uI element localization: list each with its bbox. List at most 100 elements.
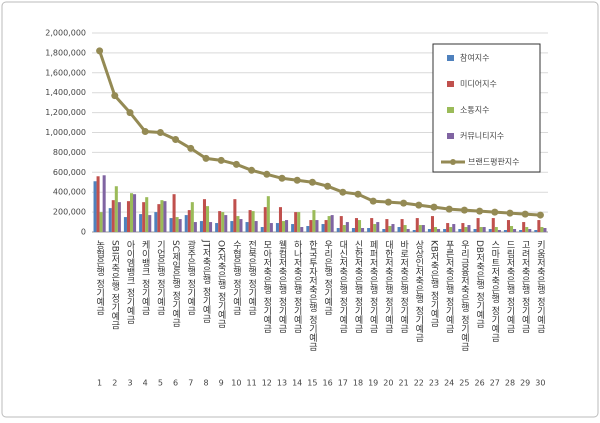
y-tick-label: 800,000 [53,148,86,157]
bar [300,227,304,232]
category-number: 7 [188,379,193,388]
bar [324,220,328,232]
bar [391,224,395,232]
bar [497,230,501,232]
marker [506,209,514,217]
category-number: 30 [535,379,545,388]
bar [367,228,371,232]
bar [415,218,419,232]
category-number: 8 [203,379,208,388]
bar [461,223,465,232]
bar [154,212,158,232]
bar [114,186,118,232]
bar [503,230,507,232]
bar [266,196,270,232]
bar [519,230,523,232]
bar [294,212,298,232]
marker [202,154,210,162]
bar [297,212,301,232]
bar [278,207,282,232]
legend-label: 소통지수 [460,106,489,115]
bar [193,222,197,232]
bar [437,229,441,232]
category-number: 17 [338,379,348,388]
bar [321,224,325,232]
bar [534,230,538,232]
bar [248,210,252,232]
bar [406,229,410,232]
category-number: 29 [520,379,530,388]
x-tick-label: 전북은행 정기예금 [246,240,256,315]
x-tick-label: SBI저축은행 정기예금 [109,240,119,329]
bar [172,194,176,232]
legend-label: 참여지수 [460,53,489,63]
bar [479,227,483,232]
category-number: 1 [97,379,102,388]
bar [418,225,422,232]
category-number: 27 [490,379,500,388]
category-number: 22 [414,379,424,388]
bar [108,208,112,232]
bar [202,199,206,232]
legend-swatch [450,159,456,165]
category-number: 3 [127,379,132,388]
bar [494,227,498,232]
bar [206,206,210,232]
marker [536,211,544,219]
bar [102,175,106,232]
marker [445,205,453,213]
bar [269,223,273,232]
bar [157,204,161,232]
marker [126,109,134,117]
marker [369,197,377,205]
marker [324,182,332,190]
marker [232,160,240,168]
marker [111,92,119,100]
legend-label: 미디어지수 [460,79,497,89]
bar [361,228,365,232]
bar [354,218,358,232]
bar [339,216,343,232]
x-tick-label: 기업은행 정기예금 [155,240,165,315]
bar [230,221,234,232]
x-tick-label: 케이뱅크 정기예금 [140,240,150,315]
bar [285,220,289,232]
marker [263,170,271,178]
bar [543,228,547,232]
bar [139,214,143,232]
category-number: 21 [399,379,409,388]
marker [521,210,529,218]
bar [342,225,346,232]
bar [184,215,188,232]
x-tick-label: 하나저축은행 정기예금 [292,240,302,333]
bar [145,197,149,232]
bar [130,193,134,232]
marker [308,178,316,186]
bar [400,219,404,232]
x-tick-label: 키움저축은행 정기예금 [535,240,545,333]
bar [382,229,386,232]
category-number: 18 [353,379,363,388]
bar [370,218,374,232]
bar [282,221,286,232]
bar [449,227,453,232]
category-number: 4 [143,379,148,388]
bar [336,228,340,232]
bar [443,229,447,232]
marker [217,156,225,164]
category-number: 9 [219,379,224,388]
bar [99,212,103,232]
y-tick-label: 400,000 [53,188,86,197]
bar [187,210,191,232]
category-number: 26 [475,379,485,388]
y-tick-label: 2,000,000 [45,29,86,38]
y-tick-label: 1,400,000 [45,88,86,97]
bar [464,227,468,232]
category-number: 23 [429,379,439,388]
category-number: 24 [444,379,454,388]
bar [142,202,146,232]
legend-label: 브랜드평판지수 [468,157,520,167]
marker [384,198,392,206]
bar [239,219,243,232]
